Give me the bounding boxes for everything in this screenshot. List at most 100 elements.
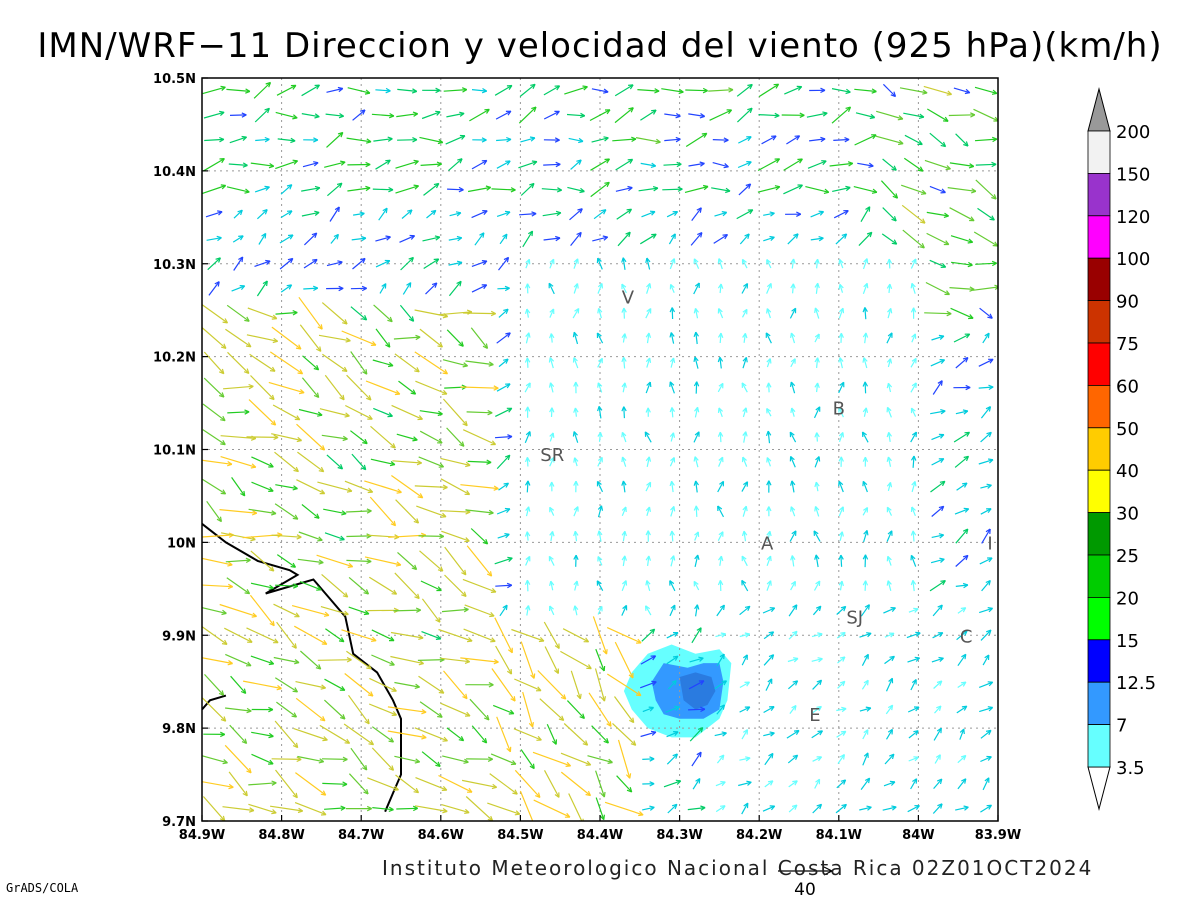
wind-vector [955, 554, 969, 567]
wind-vector [860, 604, 870, 617]
wind-vector [203, 731, 226, 738]
wind-vector [346, 137, 372, 144]
wind-vector [524, 406, 531, 418]
y-tick-label: 10.1N [153, 444, 196, 459]
wind-vector [446, 111, 465, 118]
wind-vector [860, 777, 871, 790]
wind-vector [348, 606, 370, 616]
wind-vector [862, 332, 869, 344]
wind-vector [448, 260, 463, 266]
wind-vector [862, 752, 869, 766]
wind-vector [472, 137, 487, 143]
wind-vector [910, 282, 916, 294]
wind-vector [691, 751, 702, 767]
wind-vector [981, 528, 991, 544]
wind-vector [206, 500, 222, 523]
wind-vector [903, 157, 924, 172]
wind-vector [950, 235, 974, 244]
wind-vector [664, 113, 681, 119]
wind-vector [229, 724, 248, 745]
wind-vector [275, 310, 298, 316]
wind-vector [910, 455, 917, 468]
wind-vector [980, 483, 992, 489]
wind-vector [303, 232, 318, 246]
wind-vector [525, 506, 531, 517]
wind-vector [249, 594, 275, 627]
wind-vector [223, 383, 254, 390]
wind-vector [694, 604, 700, 617]
wind-vector [549, 580, 555, 591]
wind-vector [440, 457, 471, 468]
wind-vector [379, 283, 387, 294]
wind-vector [862, 480, 868, 493]
wind-vector [766, 282, 772, 294]
wind-vector [880, 180, 899, 199]
reference-vector-label: 40 [794, 880, 816, 900]
wind-vector [225, 557, 251, 564]
wind-vector [323, 508, 347, 516]
wind-vector [669, 381, 675, 394]
wind-vector [617, 739, 632, 779]
wind-vector [573, 457, 579, 467]
wind-vector [948, 112, 976, 118]
wind-vector [345, 404, 373, 420]
wind-vector [445, 134, 466, 145]
wind-vector [975, 260, 997, 267]
wind-vector [717, 480, 725, 493]
wind-vector [348, 576, 370, 595]
wind-vector [324, 374, 345, 401]
colorbar-top-arrow [1087, 87, 1111, 132]
wind-vector [862, 580, 869, 591]
shaded-zone-2 [679, 672, 716, 710]
wind-vector [250, 162, 275, 169]
wind-vector [246, 434, 279, 441]
wind-vector [692, 777, 701, 790]
wind-vector [711, 187, 731, 194]
wind-vector [251, 753, 274, 765]
wind-vector [346, 558, 372, 565]
wind-vector [741, 579, 749, 592]
wind-vector [230, 675, 247, 694]
colorbar-label: 25 [1116, 546, 1139, 567]
wind-vector [786, 729, 800, 739]
wind-vector [862, 507, 869, 516]
wind-vector [227, 409, 250, 415]
wind-vector [560, 771, 592, 797]
wind-vector [321, 573, 349, 598]
wind-vector [646, 282, 652, 294]
wind-vector [573, 605, 579, 616]
wind-vector [758, 112, 780, 119]
wind-vector [741, 729, 749, 740]
wind-vector [875, 135, 904, 146]
wind-vector [883, 607, 896, 614]
wind-vector [242, 680, 282, 691]
wind-vector [813, 530, 821, 542]
wind-vector [862, 282, 869, 295]
wind-vector [597, 405, 603, 419]
wind-vector [669, 332, 675, 344]
wind-vector [587, 755, 613, 764]
wind-vector [401, 209, 413, 219]
wind-vector [444, 574, 467, 597]
wind-vector [933, 680, 943, 689]
wind-vector [464, 604, 495, 618]
wind-vector [857, 162, 874, 168]
wind-vector [910, 579, 917, 592]
wind-vector [899, 87, 928, 95]
wind-vector [231, 285, 246, 292]
wind-vector [766, 555, 772, 567]
wind-vector [227, 351, 250, 374]
wind-vector [495, 645, 513, 675]
wind-vector [862, 407, 869, 417]
wind-vector [442, 359, 468, 368]
wind-vector [911, 480, 917, 493]
wind-vector [469, 698, 490, 721]
wind-vector [343, 723, 375, 746]
wind-vector [810, 236, 824, 242]
wind-vector [226, 186, 250, 194]
wind-vector [621, 356, 627, 369]
wind-vector [549, 333, 555, 343]
wind-vector [783, 184, 803, 195]
wind-vector [570, 670, 582, 700]
wind-vector [708, 87, 734, 93]
